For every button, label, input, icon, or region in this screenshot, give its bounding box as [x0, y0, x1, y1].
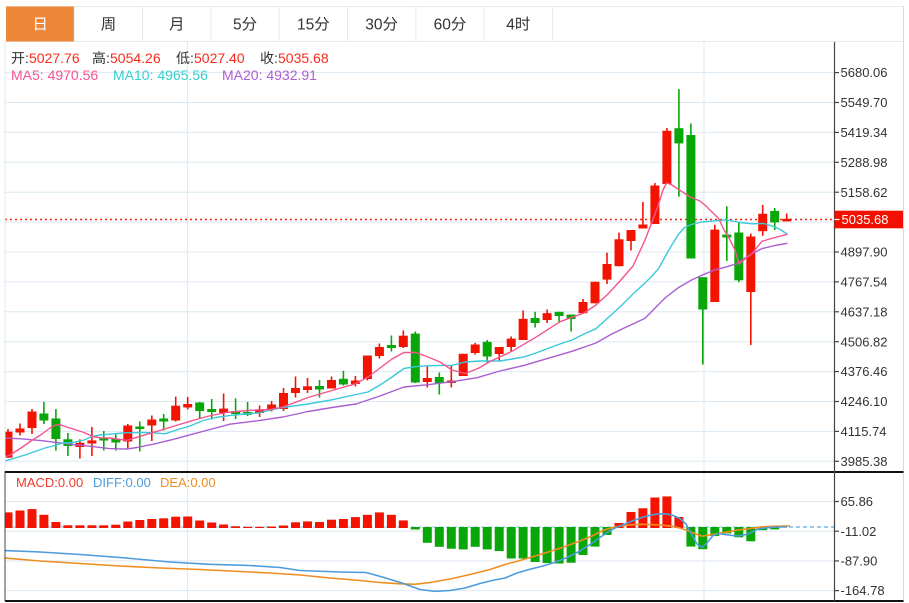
svg-text:3985.38: 3985.38: [841, 454, 888, 469]
svg-text:5035.68: 5035.68: [842, 212, 889, 227]
svg-text:MA20: 4932.91: MA20: 4932.91: [222, 67, 317, 83]
svg-text:DIFF:0.00: DIFF:0.00: [93, 475, 151, 490]
svg-text:MA5: 4970.56: MA5: 4970.56: [11, 67, 98, 83]
svg-text:-164.78: -164.78: [841, 583, 885, 598]
svg-text:5419.34: 5419.34: [841, 125, 888, 140]
svg-text:4897.90: 4897.90: [841, 245, 888, 260]
svg-text:4506.82: 4506.82: [841, 334, 888, 349]
svg-text:15: 15: [297, 17, 314, 34]
svg-text:MACD:0.00: MACD:0.00: [16, 475, 83, 490]
svg-text:4767.54: 4767.54: [841, 275, 888, 290]
svg-text:5054.26: 5054.26: [110, 50, 161, 66]
svg-text:65.86: 65.86: [841, 494, 874, 509]
svg-text:5549.70: 5549.70: [841, 95, 888, 110]
svg-text:4: 4: [506, 17, 515, 34]
svg-text:5027.40: 5027.40: [194, 50, 245, 66]
svg-text:4376.46: 4376.46: [841, 364, 888, 379]
svg-text:MA10: 4965.56: MA10: 4965.56: [113, 67, 208, 83]
svg-text:5158.62: 5158.62: [841, 185, 888, 200]
svg-text:5027.76: 5027.76: [29, 50, 80, 66]
svg-text:4115.74: 4115.74: [841, 424, 887, 439]
svg-text::: :: [25, 50, 29, 66]
svg-text:5035.68: 5035.68: [278, 50, 329, 66]
svg-text:-87.90: -87.90: [841, 554, 878, 569]
svg-text:5: 5: [233, 17, 242, 34]
svg-text:5288.98: 5288.98: [841, 155, 888, 170]
svg-text:30: 30: [365, 17, 383, 34]
svg-text:4246.10: 4246.10: [841, 394, 888, 409]
svg-text::: :: [190, 50, 194, 66]
svg-text:-11.02: -11.02: [841, 524, 877, 539]
svg-text:5680.06: 5680.06: [841, 65, 888, 80]
svg-text::: :: [106, 50, 110, 66]
svg-text:60: 60: [434, 17, 452, 34]
svg-text:4637.18: 4637.18: [841, 304, 888, 319]
svg-text::: :: [274, 50, 278, 66]
svg-text:DEA:0.00: DEA:0.00: [160, 475, 216, 490]
